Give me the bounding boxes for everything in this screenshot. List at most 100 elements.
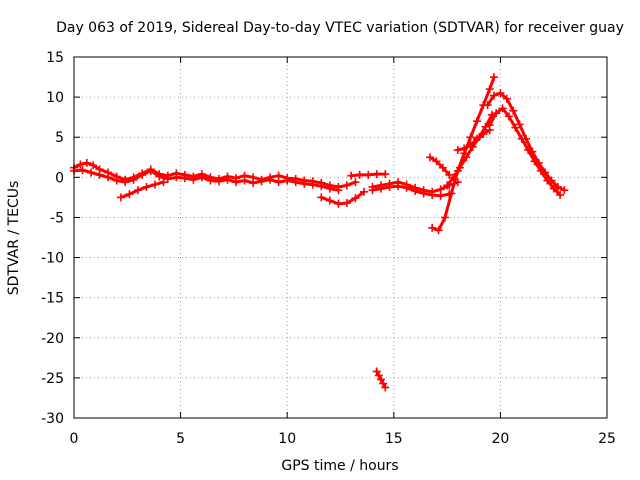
data-point [466, 133, 475, 142]
data-point [82, 158, 91, 167]
data-point [436, 191, 445, 200]
data-point [453, 146, 462, 155]
data-point [283, 176, 292, 185]
data-point [151, 180, 160, 189]
y-tick-label: -5 [50, 210, 64, 226]
data-point [334, 186, 343, 195]
x-tick-label: 20 [491, 431, 509, 447]
data-point [379, 379, 388, 388]
data-point [462, 153, 471, 162]
data-point [481, 122, 490, 131]
data-point [351, 194, 360, 203]
data-point [385, 182, 394, 191]
series-steep-rise [428, 73, 499, 235]
y-tick-label: -15 [41, 291, 64, 307]
data-point [351, 178, 360, 187]
data-point [428, 223, 437, 232]
data-point [543, 176, 552, 185]
data-point [479, 130, 488, 139]
data-point [206, 176, 215, 185]
data-point [240, 176, 249, 185]
data-point [257, 177, 266, 186]
y-tick-label: -30 [41, 411, 64, 427]
data-point [89, 161, 98, 170]
data-point [112, 176, 121, 185]
data-point [274, 178, 283, 187]
data-point [116, 193, 125, 202]
series-line [371, 184, 451, 198]
data-point [428, 190, 437, 199]
data-point [377, 184, 386, 193]
series-decay-upper [483, 89, 569, 195]
data-point [466, 141, 475, 150]
series-line [428, 155, 451, 177]
data-point [556, 190, 565, 199]
data-point [372, 367, 381, 376]
y-tick-label: -10 [41, 251, 64, 267]
data-point [438, 163, 447, 172]
data-point [300, 179, 309, 188]
data-point [511, 123, 520, 132]
data-point [133, 186, 142, 195]
x-tick-label: 0 [70, 431, 79, 447]
data-point [355, 170, 364, 179]
data-point [449, 173, 458, 182]
data-point [317, 182, 326, 191]
data-point [155, 172, 164, 181]
data-point [138, 170, 147, 179]
data-point [553, 182, 562, 191]
data-point [104, 173, 113, 182]
data-point [347, 171, 356, 180]
data-point [394, 182, 403, 191]
data-point [447, 189, 456, 198]
data-point [368, 186, 377, 195]
data-point [411, 186, 420, 195]
series-short-flat [347, 170, 390, 180]
data-point [76, 160, 85, 169]
x-axis-label: GPS time / hours [281, 458, 398, 474]
data-point [549, 184, 558, 193]
plot-frame [73, 56, 608, 419]
data-point [490, 91, 499, 100]
data-point [426, 153, 435, 162]
data-point [334, 199, 343, 208]
y-tick-label: 15 [46, 50, 64, 66]
x-tick-label: 5 [176, 431, 185, 447]
data-point [364, 170, 373, 179]
data-point [78, 166, 87, 175]
data-point [419, 189, 428, 198]
data-point [342, 199, 351, 208]
data-point [472, 134, 481, 143]
series-band-d [368, 182, 454, 200]
data-point [374, 371, 383, 380]
series-rising-segment [116, 178, 168, 202]
data-point [291, 178, 300, 187]
x-tick-label: 25 [598, 431, 616, 447]
data-point [189, 175, 198, 184]
data-point [483, 101, 492, 110]
y-tick-label: 0 [55, 170, 64, 186]
data-point [142, 182, 151, 191]
data-point [517, 134, 526, 143]
data-point [492, 109, 501, 118]
chart-title: Day 063 of 2019, Sidereal Day-to-day VTE… [56, 20, 624, 36]
data-point [129, 175, 138, 184]
data-point [560, 186, 569, 195]
data-point [445, 170, 454, 179]
data-point [485, 121, 494, 130]
data-point [515, 120, 524, 129]
data-point [372, 170, 381, 179]
series-line [445, 113, 494, 187]
data-point [146, 166, 155, 175]
data-point [159, 178, 168, 187]
data-point [325, 184, 334, 193]
data-point [432, 157, 441, 166]
data-point [498, 104, 507, 113]
data-point [223, 175, 232, 184]
data-point [496, 89, 505, 98]
data-point [530, 157, 539, 166]
data-point [266, 175, 275, 184]
y-tick-label: -25 [41, 371, 64, 387]
x-tick-label: 15 [385, 431, 403, 447]
y-tick-label: 5 [55, 130, 64, 146]
